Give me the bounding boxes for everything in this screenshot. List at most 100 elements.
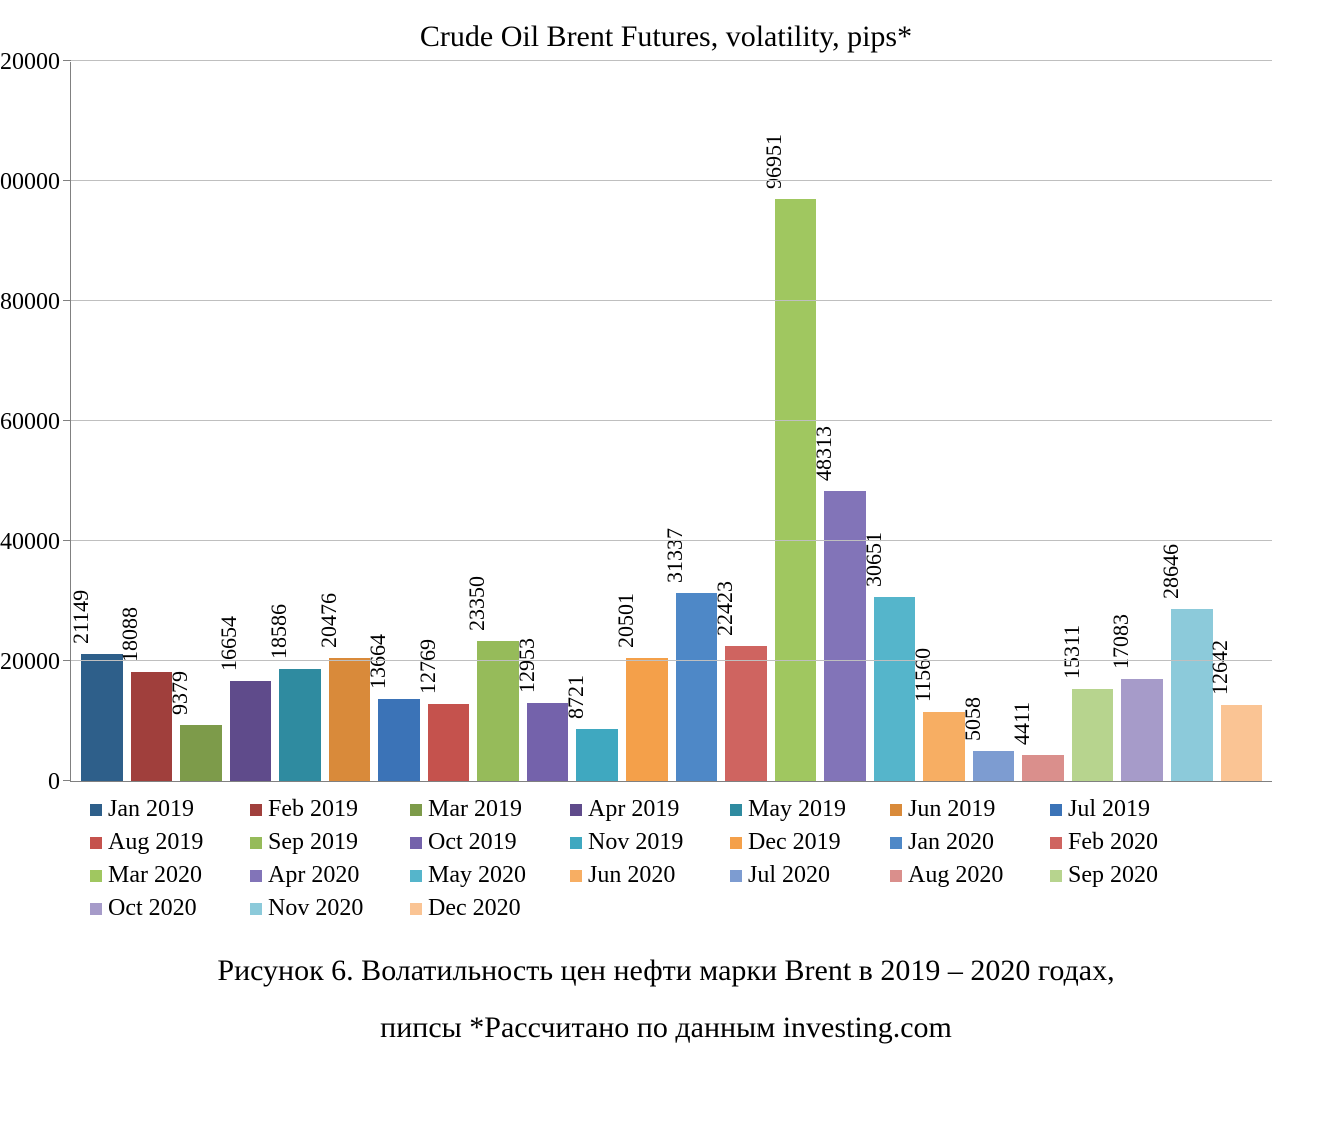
bar-slot: 48313 — [824, 62, 866, 781]
y-tick-mark — [63, 180, 71, 181]
legend-label: Mar 2020 — [108, 862, 202, 889]
bar — [279, 669, 321, 781]
legend-item: Nov 2019 — [570, 829, 700, 856]
bar-value-label: 18586 — [266, 604, 292, 659]
bar-slot: 13664 — [378, 62, 420, 781]
y-tick-mark — [63, 660, 71, 661]
legend-item: Aug 2019 — [90, 829, 220, 856]
legend-swatch — [410, 903, 422, 915]
legend-swatch — [570, 804, 582, 816]
bar-slot: 21149 — [81, 62, 123, 781]
bar-slot: 11560 — [923, 62, 965, 781]
bar-value-label: 13664 — [365, 634, 391, 689]
bar-slot: 18586 — [279, 62, 321, 781]
legend-label: Aug 2020 — [908, 862, 1003, 889]
legend-item: Nov 2020 — [250, 895, 380, 922]
legend-label: Jul 2020 — [748, 862, 830, 889]
bar — [378, 699, 420, 781]
bar — [428, 704, 470, 781]
bar — [81, 654, 123, 781]
legend-item: Mar 2020 — [90, 862, 220, 889]
bar-slot: 31337 — [676, 62, 718, 781]
y-tick-mark — [63, 420, 71, 421]
legend-item: Sep 2019 — [250, 829, 380, 856]
legend-swatch — [90, 804, 102, 816]
bar — [1022, 755, 1064, 781]
legend-label: Feb 2019 — [268, 796, 358, 823]
bar-slot: 23350 — [477, 62, 519, 781]
bar-slot: 8721 — [576, 62, 618, 781]
legend-item: Dec 2020 — [410, 895, 540, 922]
bar-value-label: 48313 — [811, 426, 837, 481]
bar-slot: 15311 — [1072, 62, 1114, 781]
bar-slot: 9379 — [180, 62, 222, 781]
legend-item: Jun 2020 — [570, 862, 700, 889]
bar — [973, 751, 1015, 781]
legend-swatch — [90, 870, 102, 882]
legend-swatch — [570, 837, 582, 849]
bar — [1121, 679, 1163, 781]
bar-value-label: 12642 — [1207, 640, 1233, 695]
bar-value-label: 20476 — [316, 593, 342, 648]
legend-label: Jul 2019 — [1068, 796, 1150, 823]
grid-line — [71, 180, 1272, 181]
bar-value-label: 28646 — [1158, 544, 1184, 599]
legend-item: Oct 2020 — [90, 895, 220, 922]
legend-item: Jan 2020 — [890, 829, 1020, 856]
bar-value-label: 5058 — [960, 697, 986, 741]
legend-item: Apr 2019 — [570, 796, 700, 823]
legend-label: Oct 2019 — [428, 829, 517, 856]
bars-container: 2114918088937916654185862047613664127692… — [71, 62, 1272, 781]
bar-slot: 12769 — [428, 62, 470, 781]
legend-swatch — [890, 804, 902, 816]
legend-item: Feb 2020 — [1050, 829, 1180, 856]
legend-label: Sep 2019 — [268, 829, 358, 856]
y-tick-mark — [63, 780, 71, 781]
legend-swatch — [730, 804, 742, 816]
bar — [775, 199, 817, 781]
legend-label: May 2020 — [428, 862, 526, 889]
y-tick-mark — [63, 300, 71, 301]
legend-label: Aug 2019 — [108, 829, 203, 856]
bar — [1171, 609, 1213, 781]
legend-label: Feb 2020 — [1068, 829, 1158, 856]
bar-value-label: 12953 — [514, 638, 540, 693]
legend-swatch — [90, 903, 102, 915]
bar-slot: 20501 — [626, 62, 668, 781]
legend-item: May 2019 — [730, 796, 860, 823]
legend-item: Oct 2019 — [410, 829, 540, 856]
legend-swatch — [730, 870, 742, 882]
bar-slot: 12953 — [527, 62, 569, 781]
caption: Рисунок 6. Волатильность цен нефти марки… — [60, 942, 1272, 1056]
legend-swatch — [1050, 804, 1062, 816]
legend: Jan 2019 Feb 2019 Mar 2019 Apr 2019 May 2019… — [60, 796, 1272, 922]
y-tick-mark — [63, 60, 71, 61]
bar — [576, 729, 618, 781]
bar — [1072, 689, 1114, 781]
bar-slot: 16654 — [230, 62, 272, 781]
chart-title: Crude Oil Brent Futures, volatility, pip… — [60, 20, 1272, 54]
bar-value-label: 23350 — [464, 576, 490, 631]
legend-label: May 2019 — [748, 796, 846, 823]
grid-line — [71, 660, 1272, 661]
bar-value-label: 20501 — [613, 593, 639, 648]
legend-item: Apr 2020 — [250, 862, 380, 889]
bar — [1221, 705, 1263, 781]
caption-line-2: пипсы *Рассчитано по данным investing.co… — [60, 999, 1272, 1056]
legend-item: Mar 2019 — [410, 796, 540, 823]
legend-label: Jun 2020 — [588, 862, 675, 889]
legend-item: Jan 2019 — [90, 796, 220, 823]
legend-label: Jan 2020 — [908, 829, 994, 856]
legend-item: Jul 2020 — [730, 862, 860, 889]
bar-slot: 17083 — [1121, 62, 1163, 781]
legend-item: May 2020 — [410, 862, 540, 889]
legend-item: Aug 2020 — [890, 862, 1020, 889]
bar — [230, 681, 272, 781]
legend-item: Feb 2019 — [250, 796, 380, 823]
bar — [824, 491, 866, 781]
bar-value-label: 4411 — [1009, 701, 1035, 744]
legend-swatch — [730, 837, 742, 849]
legend-label: Dec 2019 — [748, 829, 841, 856]
bar-value-label: 31337 — [662, 528, 688, 583]
legend-label: Jan 2019 — [108, 796, 194, 823]
